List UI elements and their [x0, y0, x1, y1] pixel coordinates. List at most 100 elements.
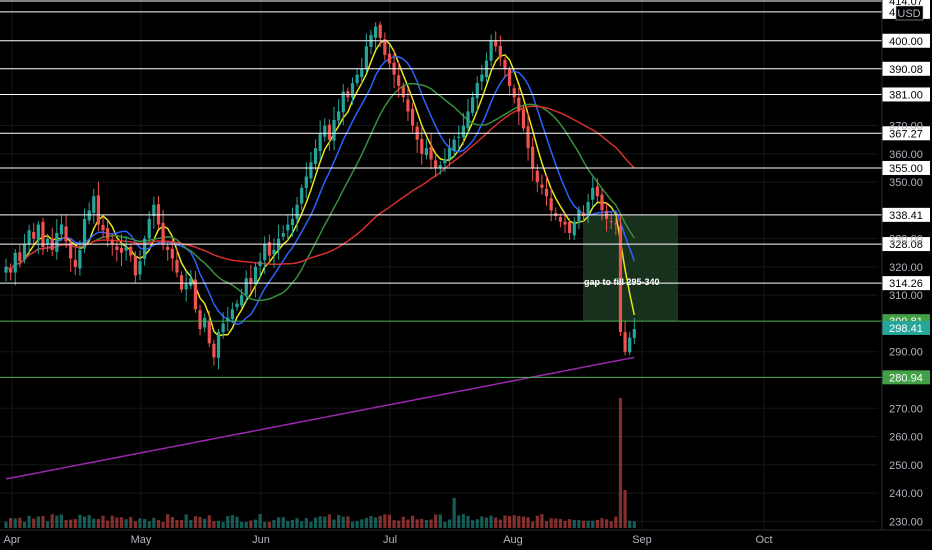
candle-body-136 — [632, 329, 636, 338]
candle-body-95 — [443, 159, 447, 164]
volume-bar-126 — [586, 520, 590, 528]
volume-bar-60 — [281, 517, 285, 528]
candle-body-34 — [161, 222, 165, 245]
y-tick-1: 240.00 — [889, 488, 923, 500]
candle-body-62 — [290, 218, 295, 226]
candle-body-65 — [304, 176, 308, 188]
candle-body-39 — [184, 283, 188, 290]
level-label-8: 328.08 — [889, 239, 923, 251]
volume-bar-112 — [521, 516, 526, 528]
volume-bar-125 — [581, 520, 586, 528]
candle-body-35 — [166, 246, 170, 250]
x-tick-apr: Apr — [3, 534, 20, 546]
candle-body-43 — [203, 317, 207, 328]
volume-bar-107 — [498, 519, 502, 528]
candle-body-112 — [521, 109, 526, 129]
candle-body-109 — [507, 69, 512, 86]
candle-body-24 — [115, 246, 119, 250]
volume-bar-14 — [69, 519, 73, 528]
volume-bar-134 — [623, 490, 627, 528]
volume-bar-49 — [230, 515, 234, 528]
volume-bar-122 — [568, 519, 572, 528]
y-tick-6: 310.00 — [889, 290, 923, 302]
ma-long-line — [5, 356, 635, 480]
candle-body-28 — [133, 256, 137, 276]
candle-body-91 — [424, 148, 429, 156]
volume-bar-90 — [420, 518, 424, 528]
horizontal-levels[interactable]: 414.07410.22400.00390.08381.00367.27355.… — [0, 0, 930, 385]
volume-bar-131 — [609, 521, 613, 528]
candle-body-55 — [258, 261, 262, 266]
volume-bar-117 — [544, 521, 549, 528]
volume-bar-17 — [82, 516, 87, 528]
moving-averages — [5, 39, 636, 480]
candle-body-108 — [503, 60, 507, 70]
volume-bar-11 — [55, 515, 59, 528]
volume-bar-19 — [92, 518, 96, 528]
candle-body-111 — [517, 97, 521, 112]
y-tick-9: 350.00 — [889, 177, 923, 189]
volume-bar-32 — [152, 517, 156, 528]
volume-bar-34 — [161, 521, 165, 528]
candle-body-77 — [360, 69, 364, 78]
volume-bar-12 — [59, 514, 64, 528]
volume-bar-38 — [179, 520, 184, 528]
volume-bar-51 — [240, 521, 244, 528]
candle-body-92 — [429, 146, 433, 160]
candle-body-81 — [378, 24, 382, 38]
volume-bar-28 — [133, 521, 137, 528]
volume-bar-81 — [378, 515, 382, 528]
candle-body-8 — [41, 221, 45, 248]
candle-body-90 — [420, 139, 424, 154]
volume-bar-86 — [401, 516, 405, 528]
candle-body-44 — [207, 320, 211, 344]
volume-bar-127 — [591, 520, 595, 528]
candle-body-53 — [249, 277, 253, 284]
volume-bar-25 — [119, 517, 124, 528]
volume-bar-47 — [221, 521, 225, 528]
candle-body-17 — [82, 218, 87, 249]
volume-bar-69 — [323, 516, 327, 528]
candle-body-98 — [457, 136, 461, 138]
volume-bar-110 — [512, 515, 516, 528]
volume-bar-99 — [461, 514, 465, 528]
level-tag-7 — [882, 207, 930, 222]
last-price-label: 298.41 — [889, 323, 923, 335]
volume-bar-35 — [166, 514, 170, 528]
time-axis[interactable]: Apr May Jun Jul Aug Sep Oct — [0, 529, 932, 546]
x-tick-jun: Jun — [252, 534, 270, 546]
volume-bar-54 — [253, 519, 258, 528]
volume-bar-52 — [244, 521, 248, 528]
volume-bar-105 — [489, 515, 493, 528]
volume-bar-65 — [304, 518, 308, 528]
candle-body-40 — [189, 278, 193, 286]
volume-bar-56 — [263, 521, 267, 528]
candle-body-131 — [609, 221, 613, 223]
candle-body-23 — [110, 239, 114, 245]
candle-body-45 — [212, 343, 216, 358]
volume-bar-109 — [507, 515, 512, 528]
candle-body-100 — [466, 111, 470, 128]
volume-bar-103 — [480, 516, 484, 528]
candle-body-113 — [526, 126, 530, 149]
currency-label: USD — [897, 8, 920, 20]
candle-body-73 — [341, 91, 345, 113]
ma-slow-line — [5, 82, 635, 302]
candle-body-93 — [434, 160, 438, 168]
volume-bar-93 — [434, 514, 438, 528]
level-label-5: 367.27 — [889, 128, 923, 140]
x-tick-oct: Oct — [755, 534, 772, 546]
candle-body-85 — [397, 75, 401, 86]
volume-bar-113 — [526, 517, 530, 528]
volume-bar-48 — [226, 516, 230, 528]
price-axis[interactable]: 230.00 240.00 250.00 260.00 270.00 290.00 310.… — [881, 0, 923, 530]
volume-bar-3 — [18, 517, 22, 528]
candle-body-76 — [355, 74, 359, 84]
candle-body-38 — [179, 275, 184, 290]
candle-body-51 — [240, 295, 244, 306]
volume-bar-18 — [87, 515, 91, 528]
volume-bar-24 — [115, 517, 119, 528]
candle-body-29 — [138, 261, 142, 275]
volume-bar-8 — [41, 515, 45, 528]
